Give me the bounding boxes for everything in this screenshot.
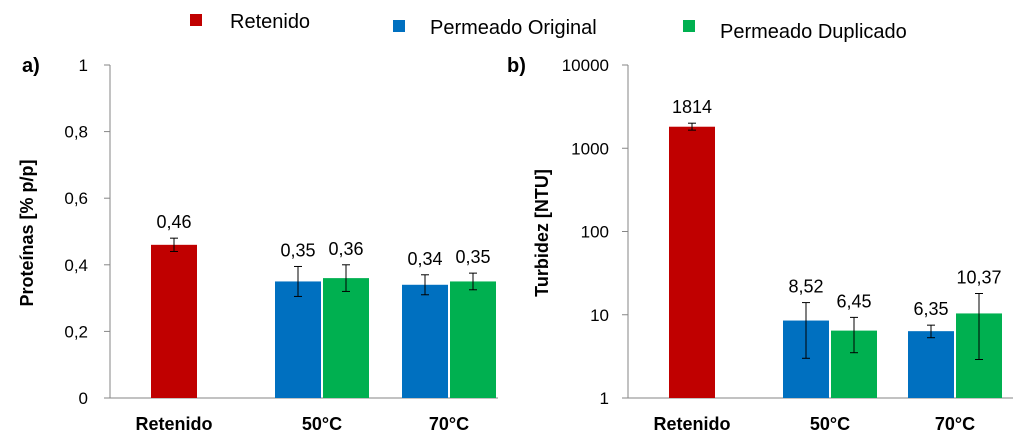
panel-a-bar-50-c-permeado-original-data-label: 0,35 <box>280 240 315 260</box>
y-axis-title-a: Proteínas [% p/p] <box>17 159 37 306</box>
panel-a-category-label-50-c: 50°C <box>302 414 342 434</box>
panel-b-y-tick-label: 1000 <box>571 139 609 158</box>
panel-b-bar-70-c-permeado-original-data-label: 6,35 <box>913 299 948 319</box>
panel-b-y-tick-label: 100 <box>581 223 609 242</box>
panel-a-y-tick-label: 1 <box>79 56 88 75</box>
panel-b-y-tick-label: 10000 <box>562 56 609 75</box>
panel-label-b: b) <box>507 55 526 77</box>
panel-a-y-tick-label: 0 <box>79 389 88 408</box>
panel-a-bar-50-c-permeado-duplicado-data-label: 0,36 <box>328 239 363 259</box>
panel-b-category-label-retenido: Retenido <box>653 414 730 434</box>
panel-a-marks: 0 0,2 0,4 0,6 0,8 1 Retenido 50°C 70°C 0,46 0,35 0,… <box>64 56 498 434</box>
panel-a: a) Proteínas [% p/p] 0 0,2 0,4 0,6 0,8 1 Reten… <box>17 55 498 434</box>
panel-b-bar-retenido-retenido <box>669 126 715 398</box>
panel-a-bar-retenido-retenido-data-label: 0,46 <box>156 212 191 232</box>
panel-b-category-label-70-c: 70°C <box>935 414 975 434</box>
panel-a-bar-70-c-permeado-duplicado <box>450 281 496 398</box>
panel-b-bar-50-c-permeado-duplicado-data-label: 6,45 <box>836 291 871 311</box>
legend-label-permeado-original: Permeado Original <box>430 17 597 39</box>
panel-b-y-tick-label: 10 <box>590 306 609 325</box>
legend-swatch-retenido <box>190 14 202 26</box>
legend-swatch-permeado-original <box>393 20 405 32</box>
panel-a-bar-70-c-permeado-duplicado-data-label: 0,35 <box>455 247 490 267</box>
panel-a-bar-50-c-permeado-original <box>275 281 321 398</box>
panel-a-bar-70-c-permeado-original-data-label: 0,34 <box>407 249 442 269</box>
panel-b-bar-retenido-retenido-data-label: 1814 <box>672 97 712 117</box>
legend-swatch-permeado-duplicado <box>683 20 695 32</box>
panel-b-category-label-50-c: 50°C <box>810 414 850 434</box>
panel-b-bar-50-c-permeado-original-data-label: 8,52 <box>788 277 823 297</box>
panel-b-bar-70-c-permeado-original <box>908 331 954 398</box>
panel-a-y-tick-label: 0,8 <box>64 123 88 142</box>
panel-a-category-label-retenido: Retenido <box>135 414 212 434</box>
panel-label-a: a) <box>22 55 40 77</box>
panel-a-bar-70-c-permeado-original <box>402 284 448 398</box>
panel-b-bar-70-c-permeado-duplicado-data-label: 10,37 <box>956 267 1001 287</box>
panel-b-marks: 1 10 100 1000 10000 Retenido 50°C 70°C 1814 8,52 6… <box>562 56 1013 434</box>
panel-a-y-tick-label: 0,2 <box>64 322 88 341</box>
panel-a-bar-50-c-permeado-duplicado <box>323 278 369 398</box>
legend-label-retenido: Retenido <box>230 11 310 33</box>
legend-label-permeado-duplicado: Permeado Duplicado <box>720 21 907 43</box>
y-axis-title-b: Turbidez [NTU] <box>532 169 552 297</box>
panel-a-y-tick-label: 0,6 <box>64 189 88 208</box>
panel-a-bar-retenido-retenido <box>151 244 197 398</box>
panel-b-y-tick-label: 1 <box>600 389 609 408</box>
panel-b: b) Turbidez [NTU] 1 10 100 1000 10000 Retenid… <box>507 55 1013 434</box>
legend: Retenido Permeado Original Permeado Dupl… <box>190 11 907 43</box>
panel-a-category-label-70-c: 70°C <box>429 414 469 434</box>
panel-a-y-tick-label: 0,4 <box>64 256 88 275</box>
